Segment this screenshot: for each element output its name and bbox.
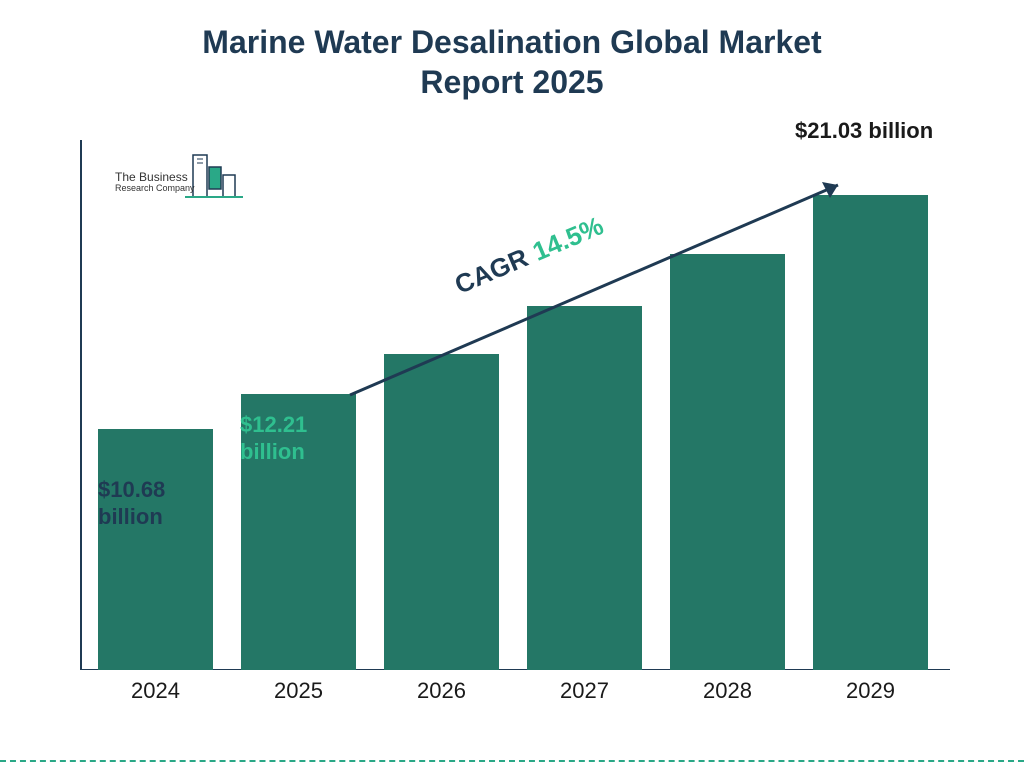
x-tick-label: 2025 [241,670,356,704]
bar [98,429,213,670]
chart-area: Market Size (in USD billion) 20242025202… [80,140,940,700]
x-tick-label: 2026 [384,670,499,704]
title-line-1: Marine Water Desalination Global Market [202,24,821,60]
x-tick-label: 2029 [813,670,928,704]
bar [384,354,499,670]
x-tick-label: 2028 [670,670,785,704]
title-line-2: Report 2025 [420,64,603,100]
chart-title: Marine Water Desalination Global Market … [0,0,1024,102]
value-label-2025: $12.21 billion [240,412,307,465]
x-tick-label: 2024 [98,670,213,704]
bar [670,254,785,670]
x-tick-label: 2027 [527,670,642,704]
bar [527,306,642,670]
value-label-2029: $21.03 billion [795,118,933,144]
dashed-divider [0,760,1024,762]
bar [813,195,928,670]
bars-container: 202420252026202720282029 [80,150,940,670]
value-label-2024: $10.68 billion [98,477,165,530]
